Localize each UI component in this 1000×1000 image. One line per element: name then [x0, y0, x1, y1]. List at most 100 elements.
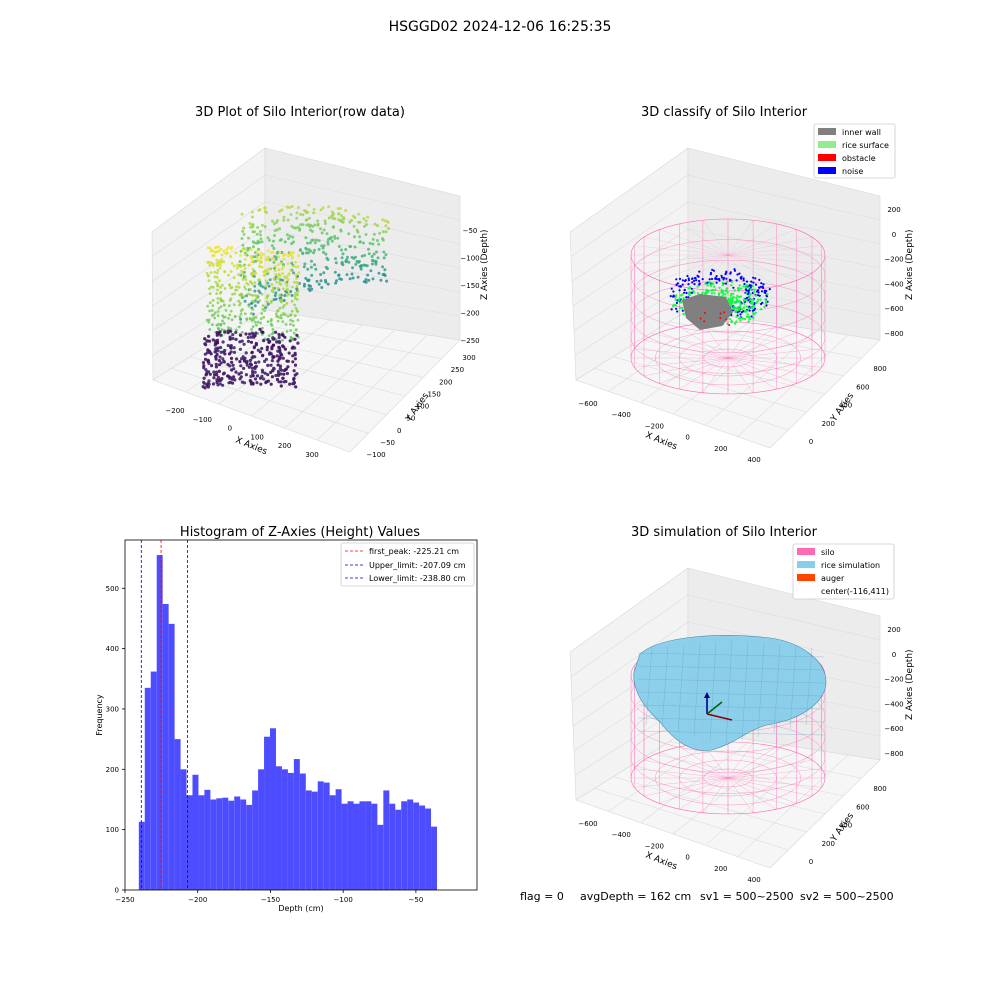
raw-point: [252, 345, 257, 349]
simulation-legend-frame: [792, 543, 895, 600]
raw-point: [218, 382, 222, 386]
raw-point: [363, 224, 366, 228]
raw-point: [211, 323, 214, 326]
histogram-title: Histogram of Z-Axies (Height) Values: [180, 525, 420, 540]
raw-point: [216, 264, 220, 268]
rice-surface-point: [733, 322, 737, 325]
silo-bottom-spoke: [634, 777, 729, 788]
raw-point: [284, 379, 288, 384]
raw-point: [232, 346, 236, 350]
raw-point: [334, 257, 337, 261]
raw-point: [295, 281, 298, 284]
rice-mesh-line: [637, 730, 825, 736]
raw-point: [247, 263, 251, 267]
histogram-bar: [204, 789, 211, 890]
rice-surface-point: [717, 293, 721, 297]
raw-point: [317, 247, 321, 251]
rice-surface-point: [674, 296, 677, 299]
rice-mesh-line: [693, 642, 701, 738]
histogram-bar: [413, 802, 420, 890]
raw-point: [233, 378, 237, 382]
histogram-x-tick-label: −250: [115, 896, 134, 904]
raw-point: [295, 216, 299, 220]
raw-point: [278, 306, 282, 310]
rice-surface-point: [752, 298, 755, 302]
raw-point: [209, 249, 213, 253]
histogram-bar: [252, 790, 259, 890]
raw-point: [244, 278, 248, 282]
raw-point: [381, 265, 384, 269]
raw-point: [336, 236, 340, 240]
raw-point: [217, 359, 221, 363]
legend-swatch-silo: [797, 548, 815, 555]
raw-point: [207, 382, 211, 386]
raw-point: [384, 230, 388, 234]
raw-point: [277, 263, 280, 266]
raw-point: [261, 326, 264, 330]
histogram-bar: [347, 801, 354, 890]
raw-point: [260, 374, 264, 378]
raw-point: [233, 292, 237, 296]
raw-point: [292, 381, 296, 385]
raw-point: [302, 265, 306, 269]
raw-point: [261, 304, 265, 307]
raw-point: [215, 331, 219, 335]
raw-point: [254, 331, 258, 335]
silo-bottom-spoke: [727, 768, 822, 779]
raw-point: [356, 275, 360, 279]
raw-point: [314, 267, 318, 271]
raw-point: [291, 360, 295, 364]
raw-point: [263, 206, 267, 210]
raw-point: [213, 373, 217, 377]
raw-point: [261, 354, 265, 358]
raw-point: [312, 211, 316, 215]
raw-point: [216, 301, 220, 305]
noise-point: [760, 285, 763, 288]
rice-surface-point: [741, 317, 744, 320]
raw-point: [292, 369, 296, 373]
raw-point: [370, 255, 374, 258]
raw-point: [239, 371, 243, 375]
rice-surface-point: [754, 294, 757, 297]
rice-surface-point: [736, 298, 739, 302]
simulation-y-tick-label: 0: [809, 858, 813, 866]
raw-point: [297, 206, 300, 209]
legend-label-first-peak: first_peak: -225.21 cm: [369, 547, 459, 556]
raw-point: [249, 335, 253, 339]
raw-point: [216, 341, 220, 345]
raw-point: [277, 333, 281, 337]
raw-point: [295, 309, 299, 313]
raw-point: [295, 211, 299, 215]
raw-point: [266, 320, 270, 323]
raw-point: [251, 294, 255, 297]
rice-surface-point: [730, 320, 733, 324]
raw-point: [291, 251, 295, 254]
noise-point: [752, 281, 755, 284]
raw-point: [372, 232, 376, 236]
raw-point: [303, 262, 307, 266]
noise-point: [736, 273, 739, 276]
rice-surface-point: [729, 300, 733, 304]
noise-point: [708, 278, 711, 281]
raw-point: [327, 205, 331, 209]
raw-point: [232, 264, 236, 268]
histogram-bar: [186, 795, 193, 890]
raw-point: [215, 380, 219, 384]
rice-surface-point: [734, 310, 737, 314]
raw-point: [278, 282, 282, 286]
raw-point: [256, 348, 260, 352]
raw-point: [246, 339, 251, 343]
simulation-z-tick-label: −400: [884, 700, 903, 708]
raw-point: [245, 294, 248, 298]
raw-point: [255, 250, 259, 253]
raw-y-tick-label: 200: [439, 378, 452, 386]
classify-x-tick-label: 400: [747, 456, 760, 464]
raw-point: [208, 328, 212, 331]
raw-point: [219, 247, 223, 251]
silo-bottom-spoke: [679, 777, 729, 810]
raw-point: [370, 262, 374, 266]
raw-point: [214, 362, 218, 366]
raw-point: [243, 253, 247, 256]
rice-surface-point: [744, 298, 747, 302]
raw-point: [309, 249, 313, 253]
